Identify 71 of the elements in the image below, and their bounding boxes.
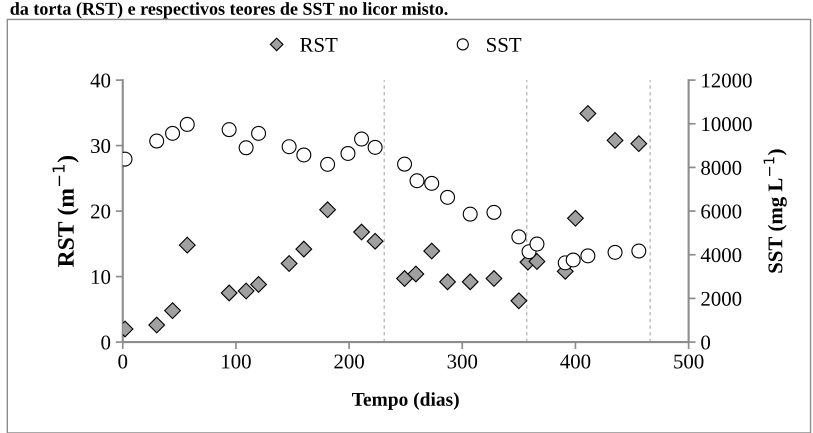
point bbox=[368, 140, 383, 155]
y-tick-label: 40 bbox=[90, 73, 110, 88]
point bbox=[353, 224, 370, 240]
point bbox=[410, 173, 425, 188]
point bbox=[250, 276, 267, 293]
point bbox=[606, 132, 624, 149]
point bbox=[486, 270, 502, 287]
point bbox=[149, 134, 164, 149]
point bbox=[180, 116, 195, 132]
point bbox=[462, 206, 478, 222]
x-tick-label: 200 bbox=[334, 354, 364, 369]
point bbox=[529, 236, 544, 252]
point bbox=[580, 248, 596, 264]
chart-title: da torta (RST) e respectivos teores de SST no licor misto. bbox=[10, 2, 448, 19]
point bbox=[423, 242, 440, 260]
point bbox=[165, 126, 180, 141]
point bbox=[486, 204, 502, 220]
point bbox=[295, 240, 312, 258]
x-tick-label: 400 bbox=[560, 354, 590, 369]
point bbox=[354, 132, 370, 147]
point bbox=[320, 156, 336, 172]
point bbox=[511, 229, 526, 244]
point bbox=[566, 252, 581, 268]
y-tick-label: 0 bbox=[101, 335, 110, 350]
y2-tick-label: 2000 bbox=[701, 292, 742, 306]
y2-tick-label: 10000 bbox=[702, 117, 752, 132]
point bbox=[282, 139, 297, 154]
legend-label: RST bbox=[300, 38, 338, 52]
point bbox=[510, 292, 528, 310]
point bbox=[164, 302, 181, 320]
point bbox=[340, 146, 356, 161]
point bbox=[608, 244, 623, 260]
point bbox=[238, 282, 255, 300]
y2-tick-label: 4000 bbox=[700, 248, 742, 262]
y-tick-label: 10 bbox=[92, 270, 110, 284]
point bbox=[528, 253, 546, 270]
y2-tick-label: 8000 bbox=[701, 160, 742, 175]
x-axis-title: Tempo (dias) bbox=[352, 392, 459, 410]
point bbox=[567, 210, 584, 227]
point bbox=[296, 147, 312, 162]
point bbox=[397, 156, 412, 172]
x-tick-label: 300 bbox=[448, 354, 478, 369]
point bbox=[148, 316, 166, 334]
point bbox=[407, 266, 424, 282]
point bbox=[238, 140, 254, 156]
point bbox=[440, 190, 456, 205]
point bbox=[630, 135, 648, 152]
point bbox=[462, 273, 479, 290]
x-tick-label: 0 bbox=[118, 354, 128, 369]
point bbox=[424, 176, 440, 191]
y2-tick-label: 6000 bbox=[701, 204, 742, 219]
point bbox=[222, 122, 237, 138]
x-tick-label: 500 bbox=[674, 354, 704, 369]
y2-tick-label: 0 bbox=[701, 335, 710, 350]
y2-axis-title: SST (mg L$^{−1}$) bbox=[764, 149, 787, 273]
point bbox=[251, 126, 266, 141]
point bbox=[319, 201, 336, 218]
y-axis-title: RST (m$^{−1}$) bbox=[52, 156, 79, 267]
point bbox=[439, 273, 456, 290]
point bbox=[631, 244, 646, 259]
point bbox=[220, 284, 238, 302]
point bbox=[579, 105, 596, 122]
point bbox=[178, 236, 196, 254]
y-tick-label: 30 bbox=[91, 138, 110, 154]
y-tick-label: 20 bbox=[91, 204, 110, 219]
x-tick-label: 100 bbox=[222, 354, 251, 369]
point bbox=[396, 270, 413, 287]
y2-tick-label: 12000 bbox=[702, 73, 752, 88]
point bbox=[366, 232, 384, 250]
point bbox=[280, 255, 298, 272]
legend-label: SST bbox=[487, 38, 522, 52]
